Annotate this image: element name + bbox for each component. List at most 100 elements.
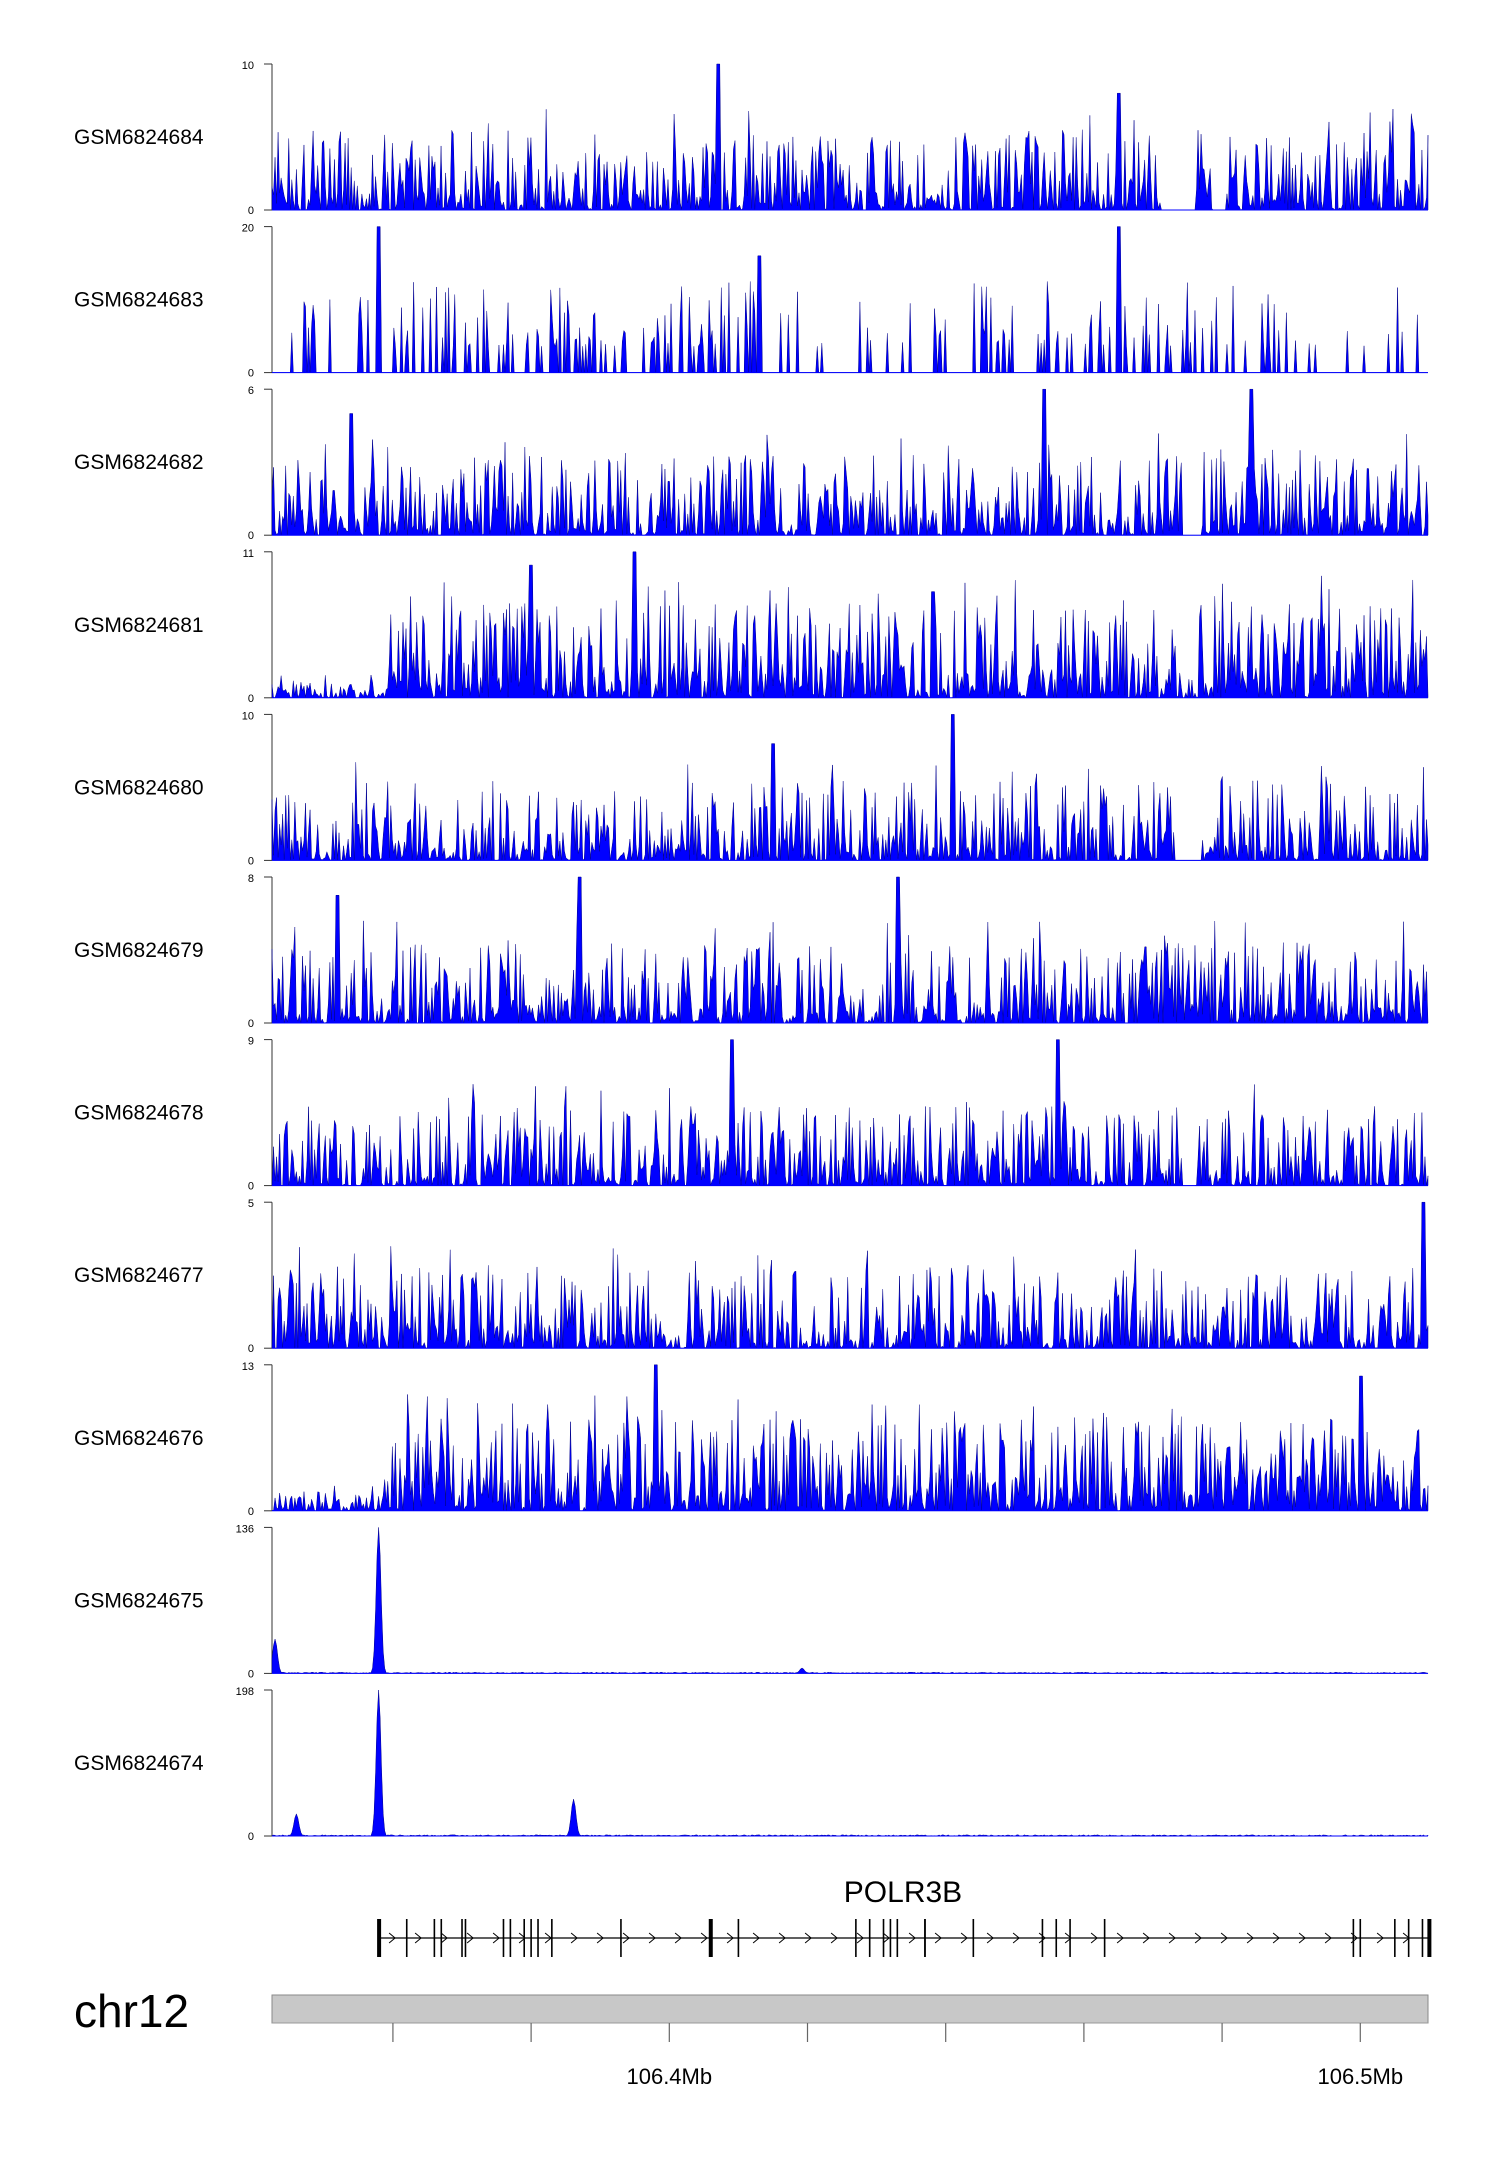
- track-label: GSM6824679: [74, 939, 204, 962]
- y-max-label: 9: [248, 1036, 254, 1048]
- exon: [405, 1919, 408, 1957]
- track-GSM6824683: GSM6824683 20 0: [74, 223, 1428, 380]
- strand-arrow-icon: [1246, 1932, 1254, 1944]
- exon: [1394, 1919, 1396, 1957]
- strand-arrow-icon: [752, 1932, 760, 1944]
- track-GSM6824681: GSM6824681 11 0: [74, 548, 1429, 705]
- gene-name-label: POLR3B: [844, 1876, 962, 1909]
- strand-arrow-icon: [1272, 1932, 1280, 1944]
- y-min-label: 0: [248, 1668, 254, 1680]
- gene-track: POLR3B: [377, 1876, 1432, 1957]
- exon: [1421, 1919, 1424, 1957]
- exon: [1427, 1919, 1432, 1957]
- y-max-label: 5: [248, 1198, 254, 1210]
- strand-arrow-icon: [648, 1932, 656, 1944]
- exon: [896, 1919, 899, 1957]
- track-label: GSM6824683: [74, 289, 204, 312]
- strand-arrow-icon: [804, 1932, 812, 1944]
- exon: [551, 1919, 553, 1957]
- strand-arrow-icon: [388, 1932, 396, 1944]
- track-label: GSM6824677: [74, 1264, 204, 1287]
- exon: [1055, 1919, 1058, 1957]
- signal-area: [271, 1689, 1429, 1837]
- track-label: GSM6824681: [74, 614, 204, 637]
- signal-area: [271, 876, 1429, 1024]
- y-min-label: 0: [248, 1343, 254, 1355]
- y-max-label: 10: [242, 710, 254, 722]
- strand-arrow-icon: [1012, 1932, 1020, 1944]
- track-GSM6824675: GSM6824675 136 0: [74, 1523, 1429, 1680]
- exon: [464, 1919, 467, 1957]
- strand-arrow-icon: [986, 1932, 994, 1944]
- signal-area: [271, 1039, 1429, 1187]
- exon: [537, 1919, 539, 1957]
- strand-arrow-icon: [934, 1932, 942, 1944]
- signal-area: [271, 714, 1429, 862]
- strand-arrow-icon: [518, 1932, 526, 1944]
- track-label: GSM6824675: [74, 1589, 204, 1612]
- chromosome-axis: chr12 106.4Mb 106.5Mb: [74, 1985, 1429, 2089]
- x-tick-label: 106.4Mb: [626, 2064, 712, 2089]
- y-max-label: 8: [248, 873, 254, 885]
- y-min-label: 0: [248, 1506, 254, 1518]
- track-GSM6824679: GSM6824679 8 0: [74, 873, 1429, 1030]
- exon: [889, 1919, 892, 1957]
- signal-area: [272, 226, 1428, 373]
- exon: [620, 1919, 622, 1957]
- signal-area: [271, 63, 1429, 211]
- strand-arrow-icon: [466, 1932, 474, 1944]
- exon: [461, 1919, 463, 1957]
- strand-arrow-icon: [726, 1932, 734, 1944]
- y-max-label: 10: [242, 60, 254, 72]
- exon: [1103, 1919, 1106, 1957]
- strand-arrow-icon: [622, 1932, 630, 1944]
- strand-arrow-icon: [1142, 1932, 1150, 1944]
- track-label: GSM6824674: [74, 1752, 204, 1775]
- track-GSM6824676: GSM6824676 13 0: [74, 1361, 1429, 1518]
- exon: [737, 1919, 740, 1957]
- y-max-label: 13: [242, 1361, 254, 1373]
- signal-area: [271, 1527, 1429, 1674]
- exon: [433, 1919, 436, 1957]
- exon: [530, 1919, 532, 1957]
- y-max-label: 6: [248, 385, 254, 397]
- track-label: GSM6824682: [74, 451, 204, 474]
- strand-arrow-icon: [440, 1932, 448, 1944]
- y-max-label: 20: [242, 223, 254, 235]
- y-min-label: 0: [248, 205, 254, 217]
- exon: [523, 1919, 526, 1957]
- exon: [1407, 1919, 1410, 1957]
- track-GSM6824674: GSM6824674 198 0: [74, 1686, 1429, 1843]
- track-label: GSM6824680: [74, 776, 204, 799]
- y-max-label: 198: [236, 1686, 254, 1698]
- track-GSM6824684: GSM6824684 10 0: [74, 60, 1429, 217]
- strand-arrow-icon: [1376, 1932, 1384, 1944]
- exon: [502, 1919, 505, 1957]
- track-GSM6824678: GSM6824678 9 0: [74, 1036, 1429, 1193]
- strand-arrow-icon: [1116, 1932, 1124, 1944]
- strand-arrow-icon: [778, 1932, 786, 1944]
- y-min-label: 0: [248, 1831, 254, 1843]
- exon: [972, 1919, 975, 1957]
- y-min-label: 0: [248, 1018, 254, 1030]
- strand-arrow-icon: [1064, 1932, 1072, 1944]
- y-min-label: 0: [248, 1181, 254, 1193]
- signal-area: [271, 388, 1429, 537]
- exon: [924, 1919, 926, 1957]
- exon: [377, 1919, 382, 1957]
- y-min-label: 0: [248, 855, 254, 867]
- track-label: GSM6824684: [74, 126, 204, 149]
- x-tick-label: 106.5Mb: [1317, 2064, 1403, 2089]
- strand-arrow-icon: [1168, 1932, 1176, 1944]
- y-min-label: 0: [248, 693, 254, 705]
- strand-arrow-icon: [1038, 1932, 1046, 1944]
- strand-arrow-icon: [596, 1932, 604, 1944]
- signal-area: [271, 1201, 1429, 1349]
- y-min-label: 0: [248, 530, 254, 542]
- strand-arrow-icon: [1220, 1932, 1228, 1944]
- signal-area: [271, 551, 1429, 699]
- strand-arrow-icon: [1324, 1932, 1332, 1944]
- track-GSM6824680: GSM6824680 10 0: [74, 710, 1429, 867]
- chromosome-label: chr12: [74, 1985, 189, 2037]
